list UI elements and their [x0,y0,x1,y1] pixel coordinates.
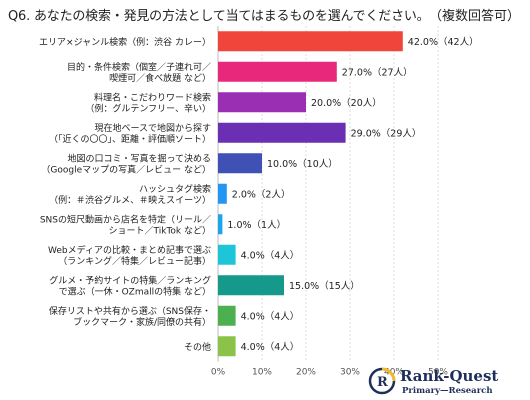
category-label-line: エリア×ジャンル検索（例：渋谷 カレー） [39,36,211,48]
category-label-line: で選ぶ（一休・OZmallの特集 など） [59,285,211,297]
category-label-line: 地図の口コミ・写真を掘って決める [67,152,211,164]
category-label: 保存リストや共有から選ぶ（SNS保存・ブックマーク・家族/同僚の共有） [49,305,211,328]
category-label: Webメディアの比較・まとめ記事で選ぶ（ランキング／特集／レビュー記事） [48,244,211,267]
category-label-line: 喫煙可／食べ放題 など） [109,72,211,84]
rank-quest-logo: R Rank-Quest Primary—Research [368,366,518,398]
category-label: 料理名・こだわりワード検索（例：グルテンフリー、辛い） [85,91,211,114]
bar [218,183,227,204]
data-label: 27.0%（27人） [342,66,413,78]
data-label: 1.0%（1人） [227,219,286,231]
logo-subtitle: Primary—Research [402,386,493,396]
category-label: SNSの短尺動画から店名を特定（リール／ショート／TikTok など） [40,213,211,236]
data-label: 10.0%（10人） [267,158,338,170]
bar [218,92,306,113]
category-label-line: （例：グルテンフリー、辛い） [85,102,211,114]
category-label: グルメ・予約サイトの特集／ランキングで選ぶ（一休・OZmallの特集 など） [49,274,211,297]
data-label: 29.0%（29人） [351,127,422,139]
category-label: エリア×ジャンル検索（例：渋谷 カレー） [39,36,211,48]
data-label: 4.0%（4人） [241,341,300,353]
category-label-line: 保存リストや共有から選ぶ（SNS保存・ [49,305,211,317]
category-label: その他 [184,341,211,353]
category-label-line: ブックマーク・家族/同僚の共有） [73,316,211,328]
svg-text:R: R [377,375,388,390]
bar [218,122,346,143]
category-label-line: （例：＃渋谷グルメ、＃映えスイーツ） [49,194,211,206]
category-label-line: ハッシュタグ検索 [139,183,211,195]
bar [218,153,262,174]
data-label: 4.0%（4人） [241,249,300,261]
category-label-line: グルメ・予約サイトの特集／ランキング [49,274,211,286]
question-title: Q6. あなたの検索・発見の方法として当てはまるものを選んでください。 [8,9,430,24]
data-label: 2.0%（2人） [232,188,291,200]
data-label: 20.0%（20人） [311,97,382,109]
category-label: 現在地ベースで地図から探す（「近くの〇〇」、距離・評価順ソート） [49,122,211,145]
bar [218,275,284,296]
category-label-line: 料理名・こだわりワード検索 [94,91,211,103]
x-tick-label: 50% [428,368,448,378]
bar [218,31,403,52]
multiple-answer-note: （複数回答可） [428,9,520,24]
data-label: 15.0%（15人） [289,280,360,292]
category-label-line: 現在地ベースで地図から探す [94,122,211,134]
category-label-line: ショート／TikTok など） [109,225,211,236]
title-row: Q6. あなたの検索・発見の方法として当てはまるものを選んでください。 （複数回… [0,0,530,26]
category-label-line: Webメディアの比較・まとめ記事で選ぶ [48,244,211,256]
bar [218,61,337,82]
x-tick-label: 30% [340,368,360,378]
category-label-line: その他 [184,341,211,353]
category-label-line: 目的・条件検索（個室／子連れ可／ [67,61,211,73]
x-tick-label: 40% [384,368,404,378]
category-label-line: SNSの短尺動画から店名を特定（リール／ [40,213,211,225]
bar [218,336,236,357]
x-tick-label: 10% [252,368,272,378]
category-label-line: （Googleマップの写真／レビュー など） [41,163,211,175]
data-label: 42.0%（42人） [408,36,479,48]
category-label: 地図の口コミ・写真を掘って決める（Googleマップの写真／レビュー など） [41,152,211,175]
category-label-line: （「近くの〇〇」、距離・評価順ソート） [49,133,211,145]
x-tick-label: 0% [211,368,226,378]
data-label: 4.0%（4人） [241,310,300,322]
logo-name: Rank-Quest [400,367,499,385]
logo-emblem-icon: R [368,367,396,395]
x-tick-label: 20% [296,368,316,378]
category-label: 目的・条件検索（個室／子連れ可／喫煙可／食べ放題 など） [67,61,211,84]
category-label: ハッシュタグ検索（例：＃渋谷グルメ、＃映えスイーツ） [49,183,211,206]
bar [218,244,236,265]
bar [218,305,236,326]
bar [218,214,223,235]
category-label-line: （ランキング／特集／レビュー記事） [58,255,211,267]
